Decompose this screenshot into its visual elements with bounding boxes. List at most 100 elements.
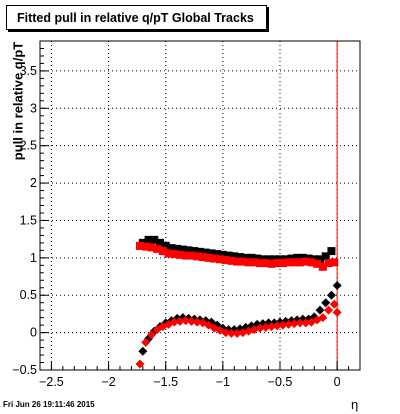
square-marker [144,235,153,244]
square-marker [273,259,282,268]
y-tick-label: 0.5 [20,288,37,302]
y-tick-label: 2.5 [20,139,37,153]
square-marker [170,250,179,259]
square-marker [307,258,316,267]
y-tick-label: 3.5 [20,64,37,78]
diamond-marker [326,290,336,300]
diamond-marker [186,316,196,326]
square-marker [316,255,324,264]
square-marker [150,235,159,244]
y-tick-label: 3 [30,101,37,115]
diamond-marker [135,359,145,369]
square-marker [153,244,162,253]
x-tick-label: −2 [101,375,115,389]
square-marker [293,253,302,262]
y-tick-label: −0.5 [12,363,37,377]
diamond-marker [175,316,185,326]
square-marker [236,253,244,262]
square-marker [256,259,264,268]
diamond-marker [324,305,334,315]
square-marker [318,262,327,271]
y-axis-label: pull in relative q/pT [10,41,26,161]
y-tick-label: 2 [30,176,37,190]
x-tick-label: −0.5 [268,375,293,389]
square-marker [244,258,253,267]
chart-title: Fitted pull in relative q/pT Global Trac… [6,5,267,30]
square-marker [233,257,242,266]
x-tick-label: −2.5 [39,375,64,389]
square-marker [327,247,336,256]
chart-title-text: Fitted pull in relative q/pT Global Trac… [17,10,254,25]
diamond-marker [284,319,294,329]
square-marker [267,259,276,268]
square-marker [261,259,270,268]
square-marker [176,250,184,259]
diamond-marker [232,328,242,338]
x-axis-label: η [351,397,359,412]
square-marker [167,244,176,253]
square-marker [321,252,330,261]
diamond-marker [261,322,271,332]
square-marker [290,258,299,267]
square-marker [181,251,190,260]
diamond-marker [278,320,288,330]
y-tick-label: 1 [30,251,37,265]
diamond-marker [169,317,179,327]
diamond-marker [318,313,328,323]
square-marker [301,257,310,266]
square-marker [278,259,287,268]
x-tick-label: 0 [334,375,341,389]
diamond-marker [332,307,342,317]
diamond-marker [295,318,305,328]
diamond-marker [266,322,276,332]
tick-labels: −2.5 −2 −1.5 −1 −0.5 0 −0.5 0 0.5 1 1.5 2 2.5 3 3.5 [12,64,340,389]
square-marker [213,250,222,259]
square-marker [250,258,259,267]
square-marker [158,247,167,256]
square-marker [173,244,182,253]
square-marker [187,251,196,260]
footer-timestamp: Fri Jun 26 19:11:46 2015 [3,400,95,409]
diamond-marker [321,298,331,308]
square-marker [184,246,193,255]
square-marker [330,258,339,267]
square-marker [161,241,170,250]
square-marker [221,256,230,265]
diamond-marker [329,299,339,309]
diamond-marker [289,319,299,329]
square-marker [190,247,199,256]
square-marker [296,258,304,267]
square-marker [284,258,293,267]
square-marker [201,248,210,257]
x-tick-label: −1.5 [153,375,178,389]
diamond-marker [181,316,191,326]
square-marker [147,243,156,252]
square-marker [224,251,233,260]
square-marker [196,247,204,256]
diamond-marker [255,323,265,333]
square-marker [313,259,322,268]
square-marker [247,253,256,262]
square-marker [136,241,144,250]
data-markers [135,235,342,369]
square-marker [178,245,187,254]
diamond-marker [138,346,148,356]
square-marker [164,249,173,258]
diamond-marker [332,281,342,291]
y-tick-label: 0 [30,326,37,340]
square-marker [207,249,216,258]
square-marker [230,252,239,261]
diamond-marker [315,305,325,315]
square-marker [141,242,150,251]
y-tick-label: 1.5 [20,213,37,227]
diamond-marker [141,337,151,347]
diamond-marker [192,317,202,327]
axis-ticks [39,40,361,371]
diamond-marker [226,328,236,338]
diamond-marker [146,330,156,340]
square-marker [204,253,213,262]
square-marker [216,255,224,264]
square-marker [210,254,219,263]
square-marker [227,256,236,265]
